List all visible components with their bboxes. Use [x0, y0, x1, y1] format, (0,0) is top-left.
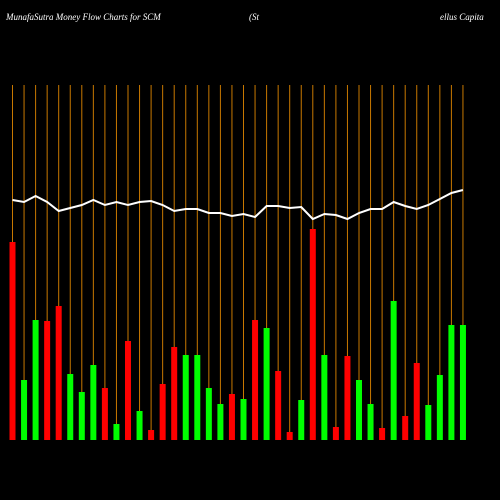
bar — [321, 355, 328, 440]
bar — [309, 229, 316, 440]
bar — [21, 380, 28, 440]
bar — [356, 380, 362, 440]
chart-title: MunafaSutra Money Flow Charts for SCM — [5, 12, 161, 22]
bar — [194, 355, 201, 440]
bar — [448, 325, 455, 440]
bar — [67, 374, 74, 440]
bar — [425, 405, 432, 440]
bar — [298, 400, 305, 440]
bar — [240, 399, 247, 440]
bar — [182, 355, 189, 440]
bar — [159, 384, 166, 440]
bar — [228, 394, 235, 440]
bar — [78, 392, 85, 440]
money-flow-line — [12, 189, 464, 221]
bar — [136, 411, 143, 440]
bar — [32, 320, 39, 440]
chart-subtitle: (St — [249, 12, 259, 22]
bar — [101, 388, 108, 440]
bar — [390, 301, 397, 440]
bar — [44, 321, 51, 440]
bar — [90, 365, 97, 440]
bar — [344, 356, 351, 440]
bar — [125, 341, 131, 440]
bar — [367, 404, 374, 440]
bar — [263, 328, 270, 440]
bar — [402, 416, 409, 440]
bar — [436, 375, 443, 440]
bar — [413, 363, 420, 440]
bar — [286, 432, 293, 440]
bar — [217, 404, 224, 440]
bar — [171, 347, 178, 440]
bar — [113, 424, 120, 440]
bar — [459, 325, 466, 440]
bar — [9, 242, 16, 440]
bar — [55, 306, 62, 440]
bar — [275, 371, 282, 440]
chart-subtitle: ellus Capita — [440, 12, 484, 22]
bar — [252, 320, 259, 440]
bar — [332, 427, 339, 440]
bar — [148, 430, 155, 440]
bar — [379, 428, 386, 440]
bar — [205, 388, 212, 440]
